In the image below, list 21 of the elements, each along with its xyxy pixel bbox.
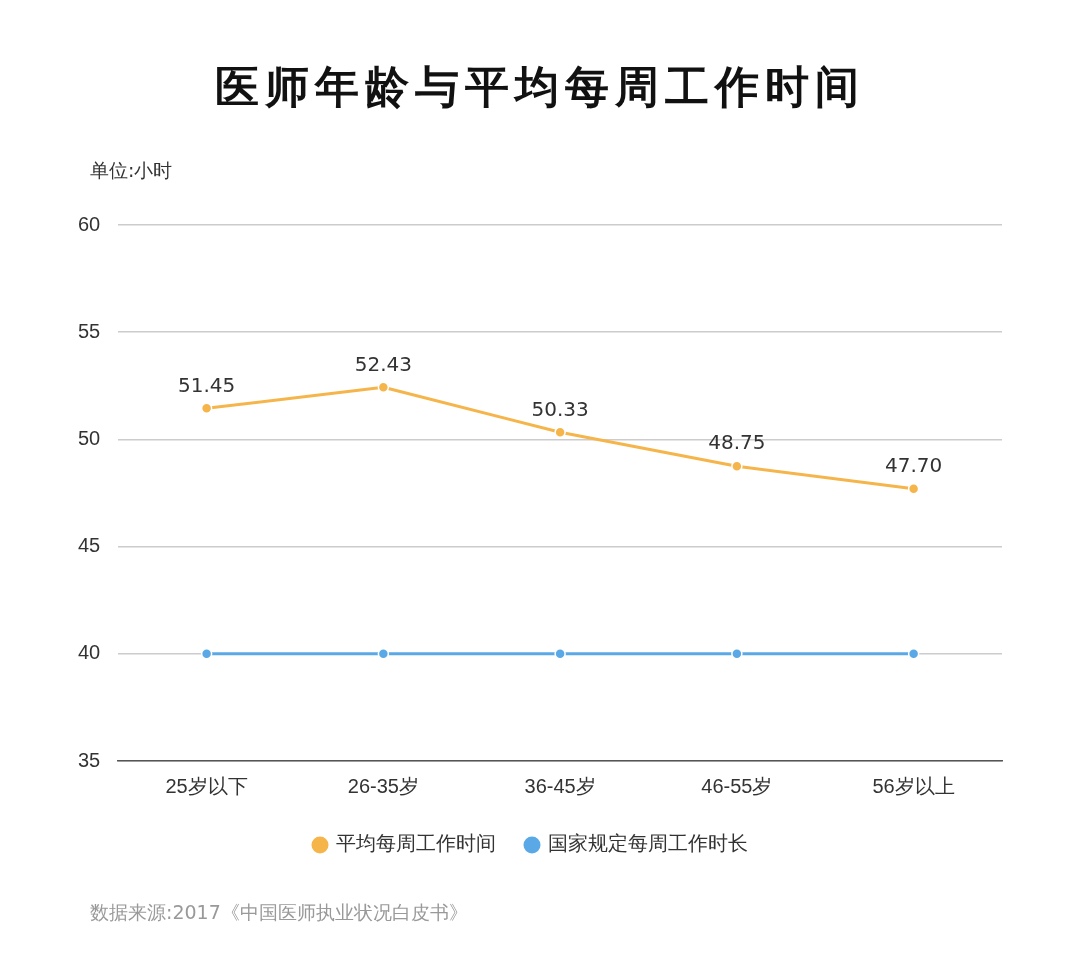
y-tick-label: 55	[78, 319, 101, 342]
source-note: 数据来源:2017《中国医师执业状况白皮书》	[90, 900, 468, 925]
legend-label: 平均每周工作时间	[336, 831, 496, 856]
chart-title: 医师年龄与平均每周工作时间	[214, 60, 866, 114]
data-label: 52.43	[354, 351, 413, 376]
data-label: 50.33	[531, 396, 589, 421]
data-label: 47.70	[884, 452, 943, 477]
x-tick-label: 46-55岁	[701, 774, 773, 797]
y-tick-label: 50	[78, 426, 101, 449]
x-tick-label: 26-35岁	[347, 774, 419, 797]
y-tick-label: 45	[78, 534, 101, 557]
x-tick-label: 36-45岁	[524, 774, 596, 797]
data-label: 51.45	[177, 372, 236, 397]
x-tick-label: 25岁以下	[165, 774, 248, 797]
data-label: 48.75	[708, 430, 766, 455]
y-tick-label: 40	[78, 641, 101, 664]
legend-label: 国家规定每周工作时长	[548, 831, 748, 856]
y-axis-title: 单位:小时	[90, 158, 173, 183]
y-tick-label: 35	[78, 748, 101, 771]
y-tick-label: 60	[78, 212, 101, 235]
x-tick-label: 56岁以上	[872, 774, 955, 797]
